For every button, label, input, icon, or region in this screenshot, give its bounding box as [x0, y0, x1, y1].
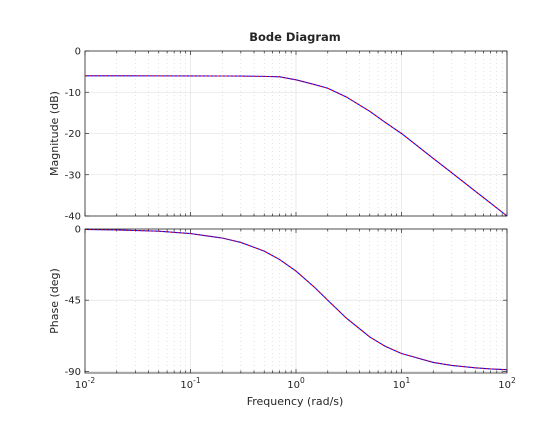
chart-title: Bode Diagram: [249, 30, 341, 44]
magnitude-y-tick-label: -20: [65, 129, 81, 140]
magnitude-y-tick-label: -30: [65, 170, 81, 181]
x-tick-label: 102: [498, 376, 516, 391]
magnitude-frame: [84, 50, 508, 217]
phase-series-line: [84, 229, 508, 371]
phase-y-axis-label: Phase (deg): [48, 268, 61, 334]
phase-panel: 0 -45 -90 Phase (deg): [48, 225, 508, 378]
magnitude-series-line: [85, 75, 508, 217]
phase-y-tick-label: -90: [65, 367, 81, 378]
x-tick-label: 101: [393, 376, 411, 391]
x-tick-label: 10-1: [180, 376, 200, 391]
x-tick-label: 10-2: [75, 376, 95, 391]
phase-frame: [84, 228, 508, 374]
magnitude-y-axis-label: Magnitude (dB): [48, 91, 61, 176]
magnitude-y-tick-label: -40: [65, 212, 81, 223]
phase-y-tick-label: -45: [65, 296, 81, 307]
magnitude-panel: 0 -10 -20 -30 -40 Magnitude (dB): [48, 47, 508, 223]
x-tick-label: 100: [287, 376, 305, 391]
x-axis-label: Frequency (rad/s): [247, 395, 344, 408]
phase-y-tick-label: 0: [75, 225, 81, 236]
magnitude-y-tick-label: 0: [75, 47, 81, 58]
magnitude-y-tick-label: -10: [65, 88, 81, 99]
